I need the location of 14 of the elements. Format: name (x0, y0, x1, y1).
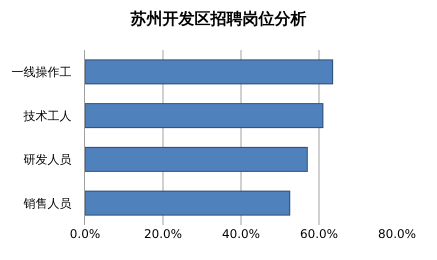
bar (85, 103, 324, 128)
x-tick-label: 40.0% (222, 227, 260, 241)
y-tick-label: 研发人员 (24, 152, 72, 167)
bar (85, 59, 334, 84)
y-tick-label: 销售人员 (22, 196, 72, 210)
bar (85, 146, 308, 172)
x-tick-label: 80.0% (378, 227, 416, 241)
y-tick-label: 技术工人 (22, 108, 72, 123)
x-tick-label: 0.0% (70, 227, 100, 241)
bar (85, 190, 290, 216)
y-tick-label: 一线操作工 (12, 65, 72, 80)
x-tick-label: 60.0% (300, 227, 338, 241)
x-tick-label: 20.0% (144, 227, 182, 241)
chart-title: 苏州开发区招聘岗位分析 (130, 9, 306, 28)
